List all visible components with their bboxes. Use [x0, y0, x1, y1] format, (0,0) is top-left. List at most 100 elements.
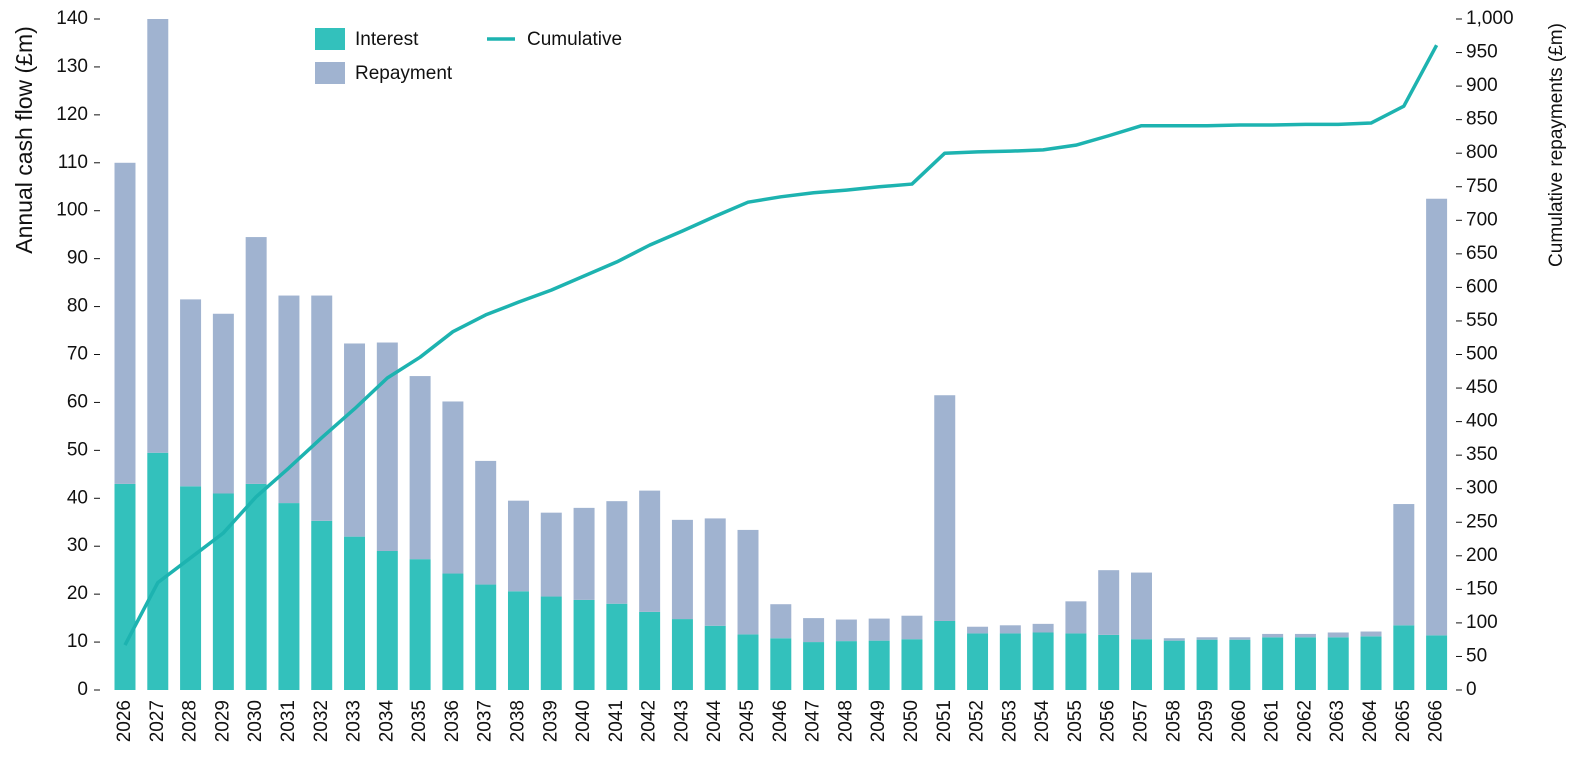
bar [409, 376, 431, 560]
x-tick-label: 2049 [868, 700, 889, 742]
bar [114, 483, 136, 690]
bar [1426, 635, 1448, 690]
x-tick-label: 2053 [999, 700, 1020, 742]
y2-tick-label: 250 [1466, 511, 1498, 532]
y2-axis-label: Cumulative repayments (£m) [1546, 23, 1567, 267]
x-tick-label: 2027 [147, 700, 168, 742]
bar [573, 507, 595, 600]
x-tick-label: 2045 [737, 700, 758, 742]
bar [967, 633, 989, 690]
x-tick-label: 2051 [934, 700, 955, 742]
bar [606, 501, 628, 604]
bar [1098, 570, 1120, 635]
y2-tick-label: 800 [1466, 142, 1498, 163]
y2-tick-label: 750 [1466, 176, 1498, 197]
x-tick-label: 2058 [1163, 700, 1184, 742]
bar [1360, 631, 1382, 637]
bar [1393, 625, 1415, 690]
y-tick-label: 110 [58, 152, 88, 173]
bar [540, 512, 562, 597]
bar [311, 520, 333, 690]
x-tick-label: 2065 [1393, 700, 1414, 742]
x-tick-label: 2036 [442, 700, 463, 742]
bar [1229, 637, 1251, 640]
bar [245, 237, 267, 484]
x-tick-label: 2031 [278, 700, 299, 742]
bar [606, 603, 628, 690]
x-tick-label: 2062 [1294, 700, 1315, 742]
bar [1294, 633, 1316, 638]
bar [901, 615, 923, 640]
x-tick-label: 2048 [835, 700, 856, 742]
bar [278, 503, 300, 690]
legend-label: Repayment [355, 63, 453, 84]
bar [835, 619, 857, 642]
x-tick-label: 2060 [1229, 700, 1250, 742]
bar [770, 638, 792, 690]
x-tick-label: 2057 [1131, 700, 1152, 742]
x-tick-label: 2040 [573, 700, 594, 742]
bar [1130, 639, 1152, 690]
y2-tick-label: 900 [1466, 75, 1498, 96]
y-tick-label: 40 [67, 487, 88, 508]
x-tick-label: 2055 [1065, 700, 1086, 742]
y2-tick-label: 400 [1466, 411, 1498, 432]
x-tick-label: 2043 [671, 700, 692, 742]
y-tick-label: 80 [67, 296, 88, 317]
y-tick-label: 30 [67, 535, 88, 556]
bar [1032, 623, 1054, 633]
bar [1130, 572, 1152, 640]
bar [442, 401, 464, 574]
bar [1196, 639, 1218, 690]
y2-tick-label: 450 [1466, 377, 1498, 398]
y-axis-label: Annual cash flow (£m) [11, 26, 37, 254]
bar [1393, 504, 1415, 626]
bar [114, 162, 136, 484]
x-tick-label: 2046 [770, 700, 791, 742]
y2-tick-label: 500 [1466, 344, 1498, 365]
bar [704, 518, 726, 626]
x-tick-label: 2028 [180, 700, 201, 742]
bar [409, 559, 431, 690]
x-tick-label: 2047 [803, 700, 824, 742]
bar [737, 529, 759, 635]
bar [868, 640, 890, 690]
bar [639, 490, 661, 612]
x-tick-label: 2032 [311, 700, 332, 742]
x-tick-label: 2063 [1327, 700, 1348, 742]
bar [803, 642, 825, 690]
bar [1327, 637, 1349, 690]
bar [1098, 634, 1120, 690]
bar [344, 536, 366, 690]
bar [442, 573, 464, 690]
y2-tick-label: 300 [1466, 478, 1498, 499]
x-tick-label: 2037 [475, 700, 496, 742]
bar [376, 342, 398, 552]
bar [704, 625, 726, 690]
y2-tick-label: 50 [1466, 645, 1487, 666]
bar [147, 452, 169, 690]
x-tick-label: 2026 [114, 700, 135, 742]
x-tick-label: 2059 [1196, 700, 1217, 742]
y-tick-label: 90 [67, 248, 88, 269]
y2-tick-label: 550 [1466, 310, 1498, 331]
bar [1229, 639, 1251, 690]
y2-tick-label: 150 [1466, 578, 1498, 599]
x-tick-label: 2029 [212, 700, 233, 742]
bar [671, 619, 693, 690]
bar [1294, 637, 1316, 690]
x-tick-label: 2033 [344, 700, 365, 742]
bar [737, 634, 759, 690]
bar [278, 295, 300, 504]
bar [639, 611, 661, 690]
bar [180, 486, 202, 690]
x-tick-label: 2042 [639, 700, 660, 742]
x-tick-label: 2041 [606, 700, 627, 742]
bar [1163, 640, 1185, 690]
line [123, 44, 1439, 646]
y-tick-label: 0 [77, 679, 88, 700]
x-tick-label: 2061 [1262, 700, 1283, 742]
bar [803, 618, 825, 643]
legend-swatch [315, 28, 345, 50]
